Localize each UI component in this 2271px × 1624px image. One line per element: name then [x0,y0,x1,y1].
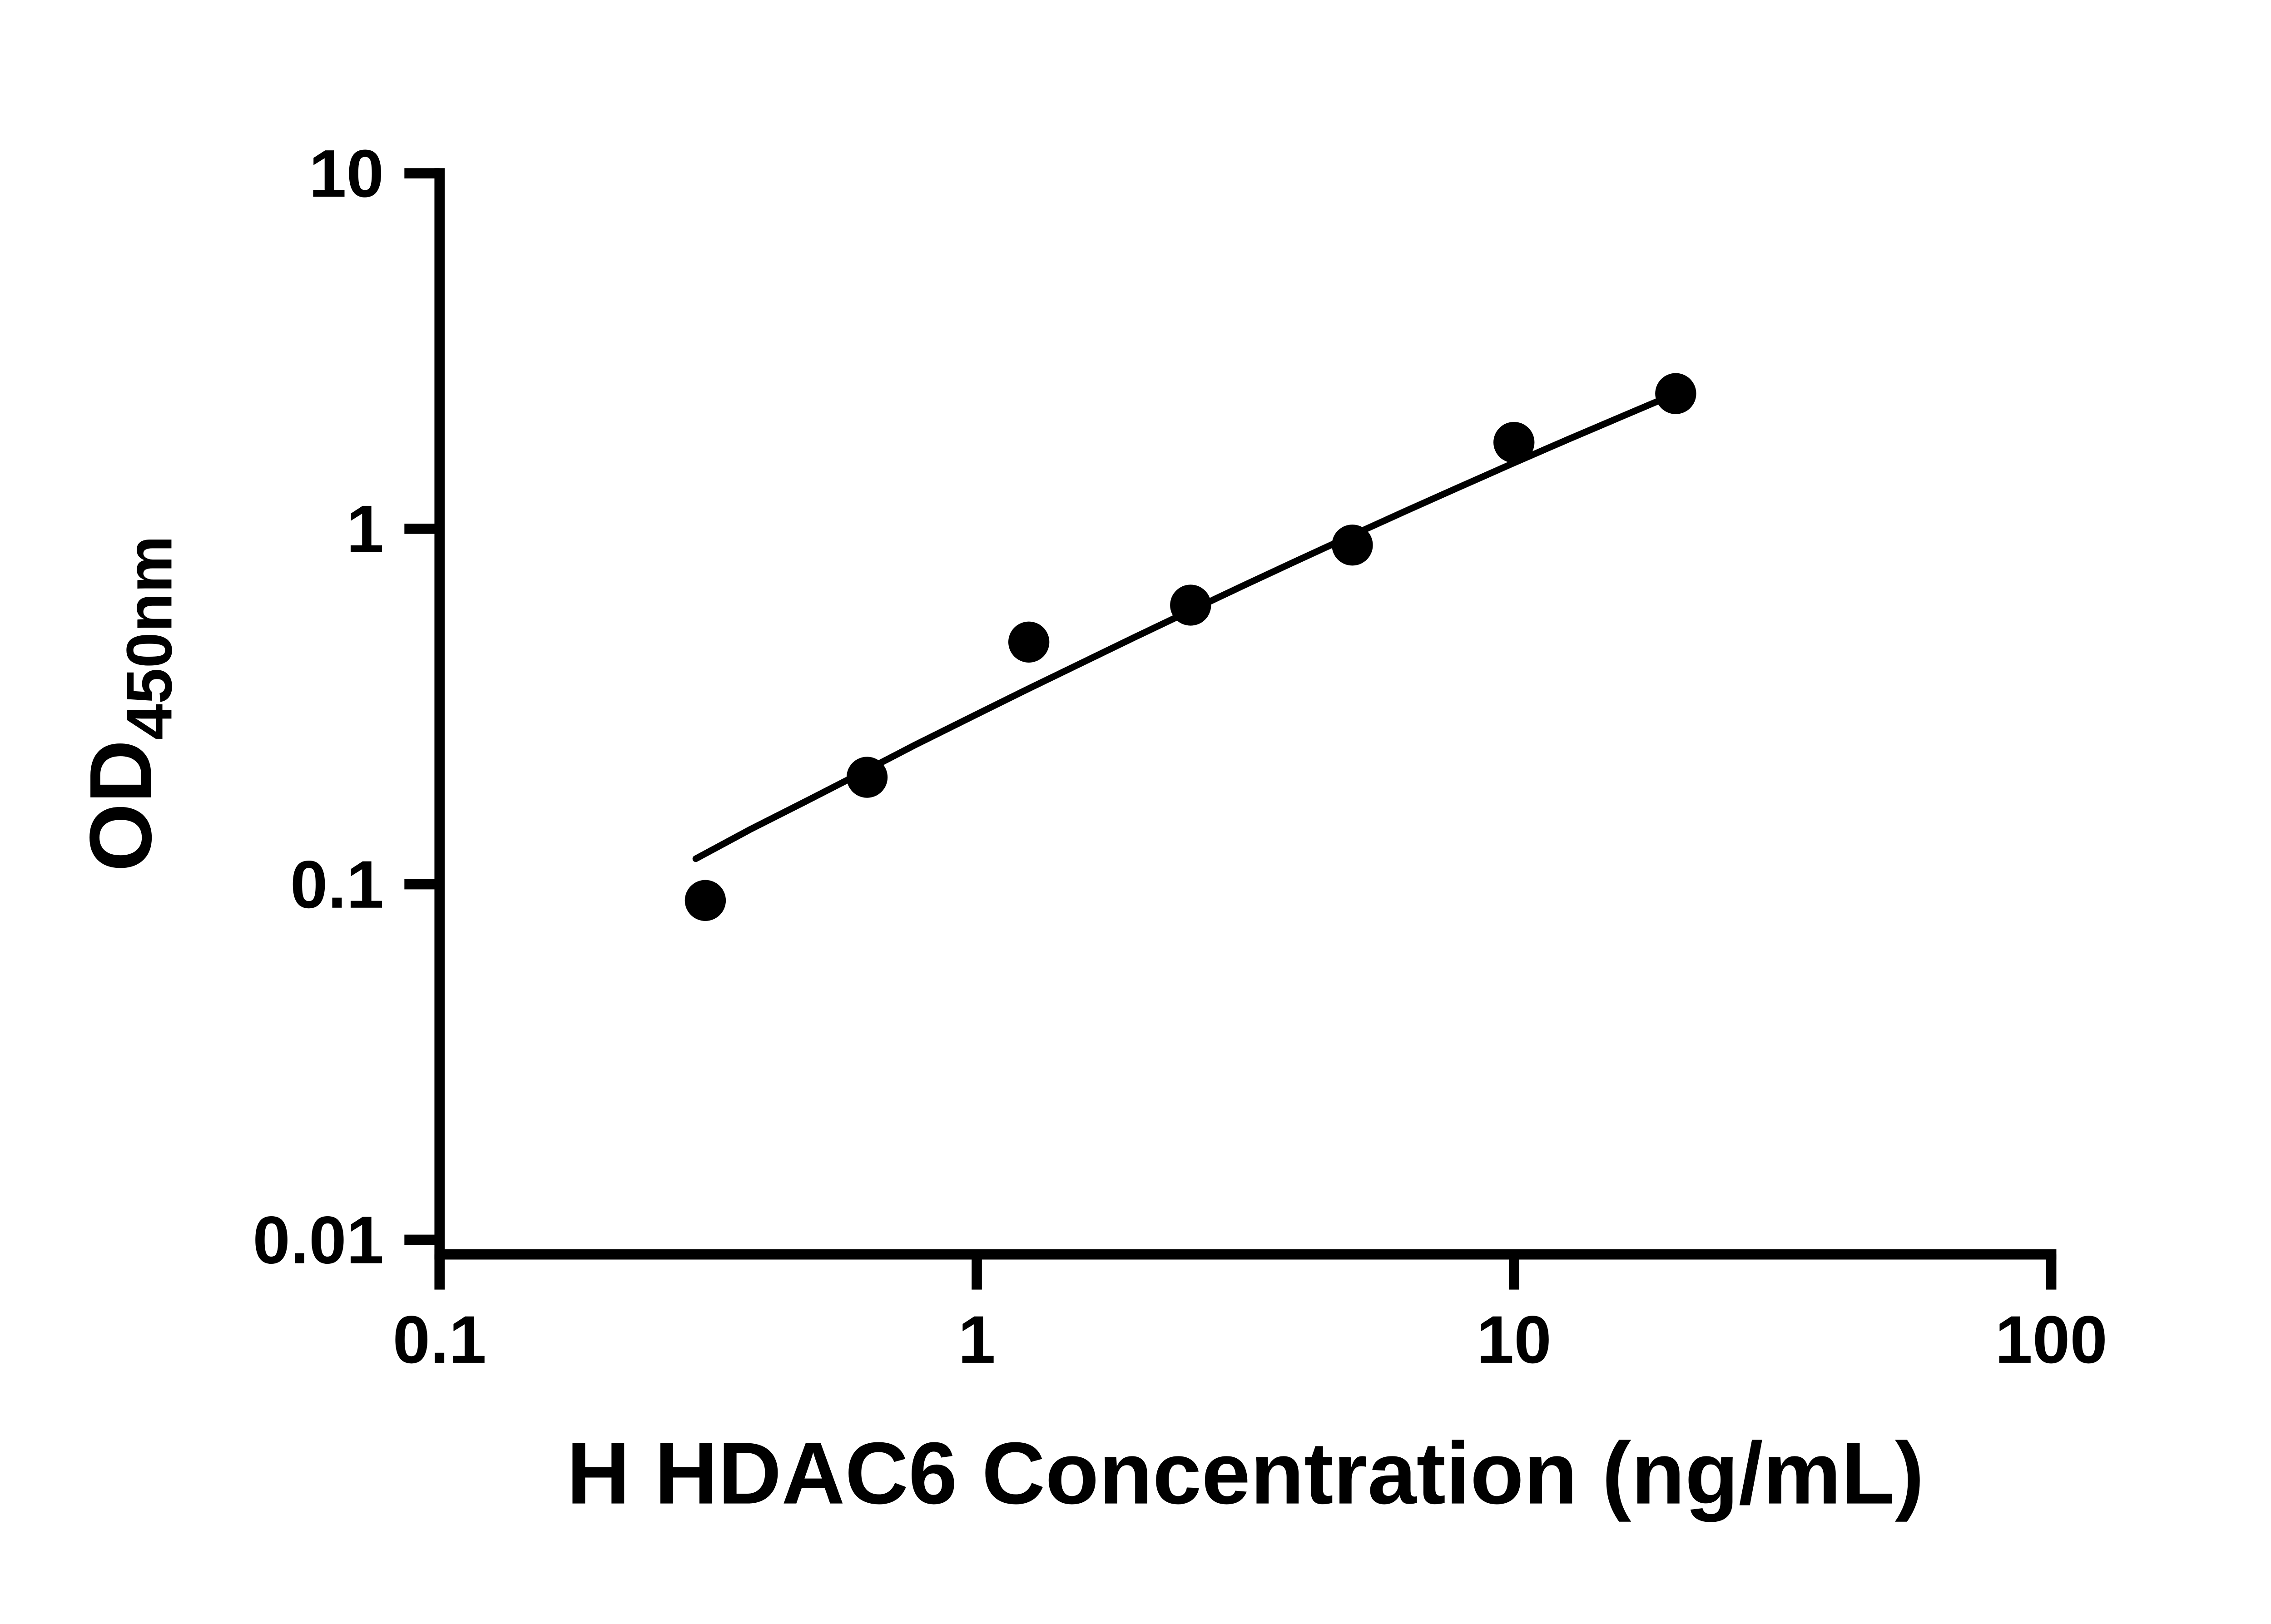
x-axis-title: H HDAC6 Concentration (ng/mL) [566,1425,1924,1523]
x-tick-label: 10 [1477,1302,1552,1377]
y-tick-label: 0.01 [253,1203,384,1278]
y-tick-label: 10 [309,136,384,211]
x-tick-label: 100 [1995,1302,2107,1377]
data-point [1170,584,1211,626]
y-axis-title-main: OD [72,740,170,871]
data-point [1008,621,1050,663]
x-tick-label: 0.1 [393,1302,486,1377]
data-point [1332,525,1373,566]
y-tick-label: 0.1 [290,847,384,922]
data-point [1493,421,1535,463]
y-axis-title: OD450nm [72,535,185,871]
data-point [1655,373,1696,414]
y-axis-title-subscript: 450nm [114,535,185,740]
fit-curve-line [692,390,1679,862]
fit-curve-group [692,390,1679,862]
data-point [846,757,888,798]
x-tick-label: 1 [958,1302,996,1377]
data-point [684,880,726,921]
data-points-group [684,373,1696,921]
y-tick-label: 1 [347,492,384,567]
